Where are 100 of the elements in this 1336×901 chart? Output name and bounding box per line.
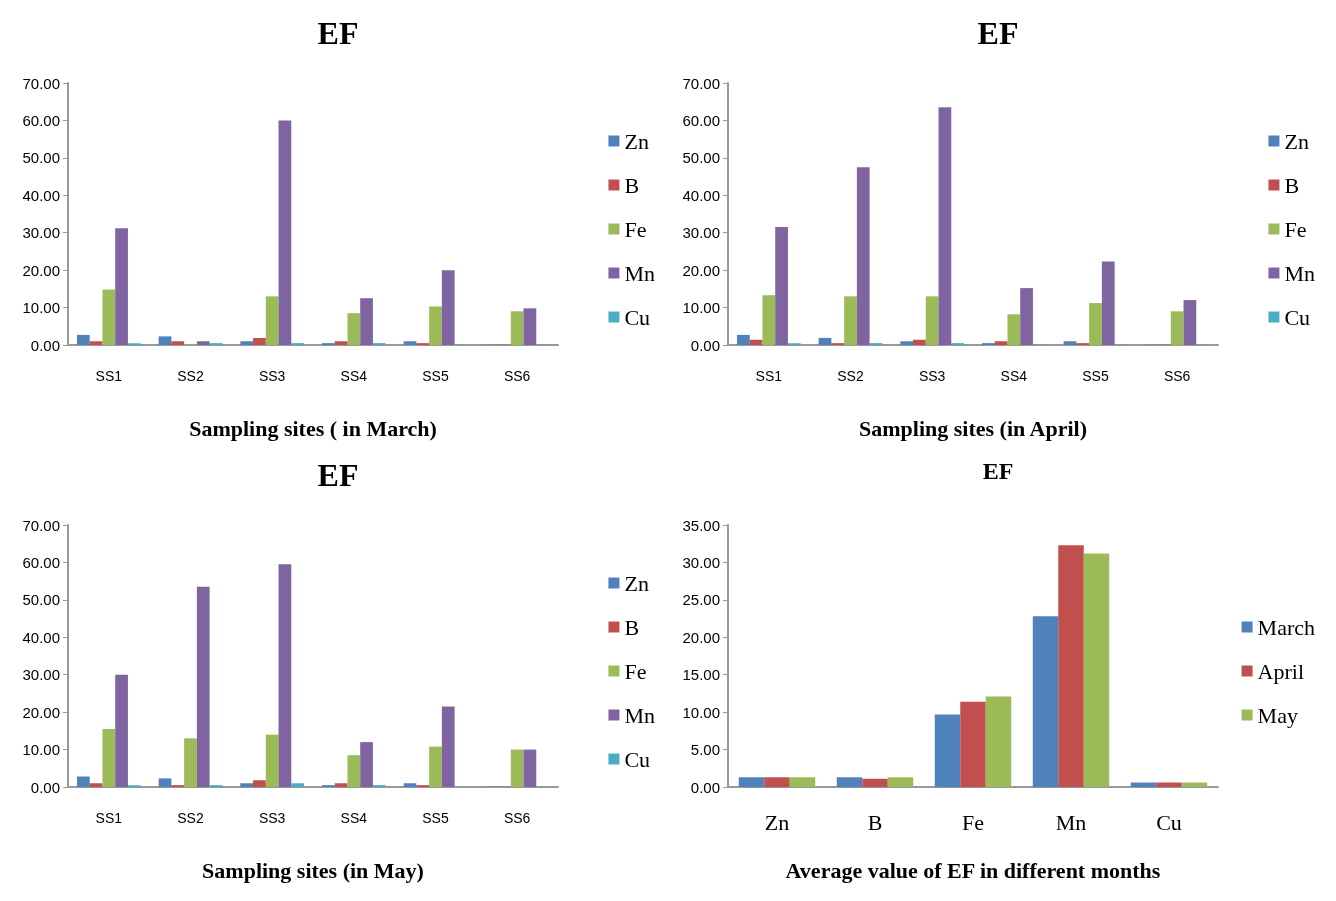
y-tick-label: 70.00 [22,74,60,92]
bar [441,270,455,345]
y-tick-label: 20.00 [682,628,720,646]
bar [278,564,292,787]
bar [240,341,254,345]
x-tick-label: SS4 [1000,368,1028,384]
x-tick-label: Fe [962,809,984,835]
y-tick-label: 0.00 [30,778,60,796]
bar [76,334,90,345]
bar [102,728,116,787]
y-tick-label: 30.00 [682,224,720,242]
bar [403,341,417,345]
y-tick-label: 20.00 [22,703,60,721]
x-tick-label: SS2 [177,368,204,384]
y-tick-label: 40.00 [22,186,60,204]
bar [115,228,128,345]
y-tick-label: 30.00 [682,553,720,571]
x-tick-label: SS1 [95,810,123,826]
y-tick-label: 60.00 [682,111,720,129]
y-tick-label: 50.00 [22,591,60,609]
bar [158,336,172,345]
legend-label: B [624,614,640,640]
y-tick-label: 25.00 [682,591,720,609]
bar [102,289,116,345]
y-tick-label: 10.00 [22,299,60,317]
x-axis-title: Sampling sites ( in March) [189,415,437,441]
chart-title: EF [317,15,359,51]
x-tick-label: SS5 [422,368,449,384]
x-tick-label: SS6 [503,368,531,384]
bar [738,777,765,787]
x-tick-label: SS2 [177,810,204,826]
x-tick-label: SS4 [340,810,368,826]
bar [171,341,185,345]
bar [1156,782,1182,787]
bar [749,339,763,345]
bar [1101,261,1115,345]
y-tick-label: 60.00 [22,553,60,571]
x-tick-label: SS3 [258,810,286,826]
bar [938,107,952,345]
legend-label: March [1257,614,1315,640]
bar [1007,314,1021,345]
legend-label: Cu [624,304,651,330]
x-tick-label: SS2 [837,368,864,384]
bar [196,586,210,787]
x-axis-title: Sampling sites (in May) [202,857,424,883]
bar [76,776,90,787]
legend-label: Fe [1284,216,1307,242]
bar [429,306,442,345]
bar [240,783,254,787]
legend-label: Mn [624,260,655,286]
bar [1170,311,1184,345]
bar [184,738,197,787]
y-tick-label: 30.00 [22,224,60,242]
bar [1089,303,1102,345]
y-tick-label: 60.00 [22,111,60,129]
y-tick-label: 70.00 [682,74,720,92]
legend-label: Mn [1284,260,1315,286]
x-tick-label: SS3 [258,368,286,384]
bar [1032,616,1059,787]
y-tick-label: 15.00 [682,666,720,684]
bar [510,749,524,787]
y-tick-label: 0.00 [690,778,720,796]
chart-title: EF [982,458,1014,484]
bar [334,783,348,787]
bar [1083,553,1110,787]
legend-label: Fe [624,658,647,684]
bar [736,334,750,345]
legend-label: B [1284,172,1300,198]
bar [360,742,373,787]
legend-label: Cu [1284,304,1311,330]
bar [856,167,870,345]
y-tick-label: 0.00 [690,336,720,354]
y-tick-label: 10.00 [682,703,720,721]
legend-label: B [624,172,640,198]
bar [960,701,986,787]
bar [360,298,373,345]
bar [925,296,939,345]
x-tick-label: SS5 [422,810,449,826]
bar [253,337,266,345]
x-tick-label: SS3 [918,368,946,384]
bar [1058,545,1084,787]
bar [253,780,266,787]
bar [836,777,863,787]
legend-label: Zn [624,570,649,596]
x-tick-label: SS6 [1163,368,1191,384]
bar [291,783,305,787]
chart-title: EF [977,15,1019,51]
y-tick-label: 70.00 [22,516,60,534]
bar [196,341,210,345]
bar [115,674,128,787]
y-tick-label: 0.00 [30,336,60,354]
x-tick-label: SS1 [95,368,123,384]
bar [523,749,537,787]
y-tick-label: 20.00 [682,261,720,279]
bar [1063,341,1077,345]
x-tick-label: Zn [764,809,790,835]
bar [429,746,442,787]
bar [441,706,455,787]
legend-label: Zn [624,128,649,154]
bar [1020,288,1033,345]
